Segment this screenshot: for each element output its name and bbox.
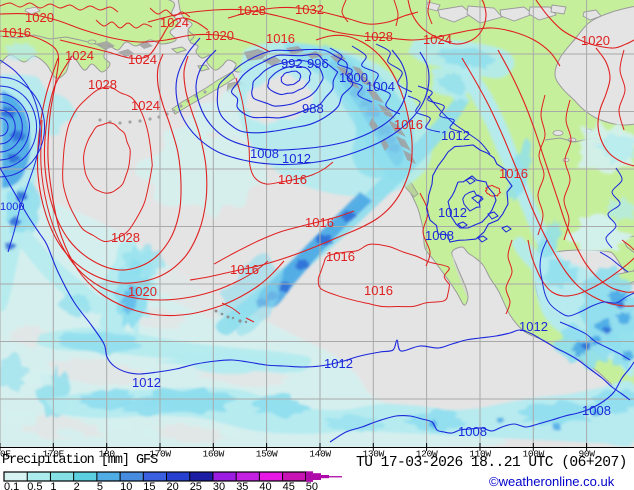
svg-text:992: 992 — [281, 56, 303, 71]
svg-text:1004: 1004 — [366, 79, 395, 94]
svg-text:180: 180 — [99, 449, 116, 460]
svg-text:TU 17-03-2026 18..21 UTC (06+2: TU 17-03-2026 18..21 UTC (06+207) — [356, 455, 627, 471]
svg-text:1020: 1020 — [581, 33, 610, 48]
svg-text:45: 45 — [283, 481, 295, 490]
svg-text:1012: 1012 — [324, 356, 353, 371]
svg-text:30: 30 — [213, 481, 225, 490]
svg-text:996: 996 — [307, 56, 329, 71]
svg-text:0.1: 0.1 — [4, 481, 19, 490]
svg-text:10: 10 — [120, 481, 132, 490]
svg-text:1000: 1000 — [0, 201, 24, 213]
svg-text:0.5: 0.5 — [27, 481, 42, 490]
svg-text:1012: 1012 — [282, 151, 311, 166]
svg-text:1024: 1024 — [65, 48, 94, 63]
svg-text:1028: 1028 — [364, 29, 393, 44]
svg-text:110W: 110W — [469, 449, 491, 460]
svg-text:1008: 1008 — [582, 403, 611, 418]
svg-text:50: 50 — [306, 481, 318, 490]
svg-text:1020: 1020 — [205, 28, 234, 43]
svg-text:1024: 1024 — [423, 32, 452, 47]
svg-text:1016: 1016 — [326, 249, 355, 264]
svg-text:1016: 1016 — [305, 215, 334, 230]
svg-text:1016: 1016 — [230, 262, 259, 277]
svg-text:1016: 1016 — [499, 166, 528, 181]
svg-text:1024: 1024 — [131, 98, 160, 113]
svg-text:1008: 1008 — [250, 146, 279, 161]
svg-text:1016: 1016 — [266, 31, 295, 46]
svg-text:120W: 120W — [416, 449, 438, 460]
svg-text:40: 40 — [259, 481, 271, 490]
svg-text:25: 25 — [190, 481, 202, 490]
svg-text:1008: 1008 — [425, 228, 454, 243]
svg-text:1: 1 — [50, 481, 56, 490]
svg-text:1028: 1028 — [111, 230, 140, 245]
svg-text:1012: 1012 — [519, 319, 548, 334]
svg-text:160E: 160E — [0, 449, 11, 460]
svg-text:35: 35 — [236, 481, 248, 490]
svg-text:1008: 1008 — [458, 424, 487, 439]
svg-text:140W: 140W — [309, 449, 331, 460]
svg-text:170E: 170E — [42, 449, 64, 460]
svg-text:1028: 1028 — [237, 3, 266, 18]
svg-text:1028: 1028 — [88, 77, 117, 92]
svg-text:1020: 1020 — [128, 284, 157, 299]
svg-text:1020: 1020 — [25, 10, 54, 25]
svg-text:130W: 130W — [362, 449, 384, 460]
svg-text:100W: 100W — [522, 449, 544, 460]
svg-text:150W: 150W — [256, 449, 278, 460]
svg-text:1012: 1012 — [441, 128, 470, 143]
svg-text:1016: 1016 — [2, 25, 31, 40]
svg-text:1024: 1024 — [128, 52, 157, 67]
svg-text:©weatheronline.co.uk: ©weatheronline.co.uk — [489, 474, 615, 489]
svg-text:1016: 1016 — [394, 117, 423, 132]
svg-text:20: 20 — [167, 481, 179, 490]
svg-text:1012: 1012 — [132, 375, 161, 390]
svg-text:5: 5 — [97, 481, 103, 490]
svg-text:1032: 1032 — [295, 2, 324, 17]
svg-text:1016: 1016 — [364, 283, 393, 298]
svg-text:90W: 90W — [578, 449, 595, 460]
svg-text:160W: 160W — [202, 449, 224, 460]
svg-text:2: 2 — [74, 481, 80, 490]
svg-text:1012: 1012 — [438, 205, 467, 220]
svg-text:988: 988 — [302, 101, 324, 116]
svg-text:1024: 1024 — [160, 15, 189, 30]
svg-text:1000: 1000 — [339, 70, 368, 85]
svg-text:Precipitation [mm] GFS: Precipitation [mm] GFS — [2, 453, 158, 468]
svg-text:15: 15 — [143, 481, 155, 490]
svg-text:1016: 1016 — [278, 172, 307, 187]
svg-text:170W: 170W — [149, 449, 171, 460]
